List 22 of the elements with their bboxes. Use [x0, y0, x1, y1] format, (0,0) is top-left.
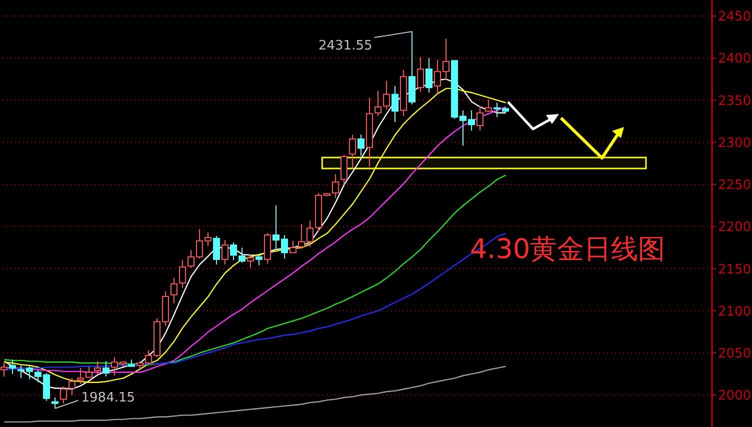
- y-tick-label: 2200: [718, 220, 752, 236]
- candlestick: [426, 58, 432, 94]
- y-tick-label: 2450: [718, 10, 752, 25]
- text: 4.30黄金日线图: [470, 234, 666, 265]
- y-tick-label: 2350: [718, 94, 752, 109]
- y-tick-label: 2000: [718, 388, 752, 404]
- y-tick-label: 2050: [718, 346, 752, 362]
- candlestick: [417, 56, 424, 92]
- candlestick: [476, 106, 484, 132]
- y-tick-label: 2300: [718, 136, 752, 151]
- y-tick-label: 2150: [718, 262, 752, 278]
- candlestick: [222, 240, 228, 265]
- candlestick: [383, 80, 390, 110]
- candlestick: [9, 359, 16, 374]
- candlestick: [179, 260, 186, 289]
- y-tick-label: 2100: [718, 304, 752, 320]
- candlestick: [392, 85, 398, 123]
- annotation: 2431.55: [318, 38, 372, 54]
- annotation: 1984.15: [81, 390, 136, 406]
- y-tick-label: 2250: [718, 178, 752, 194]
- y-tick-label: 2400: [718, 52, 752, 67]
- line-series: [4, 366, 506, 423]
